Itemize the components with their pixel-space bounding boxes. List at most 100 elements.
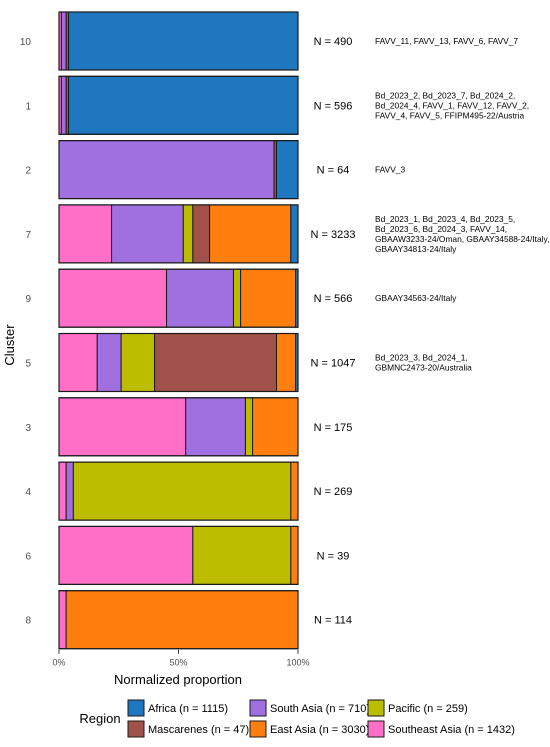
bar-segment-9-south-asia [166, 268, 234, 328]
legend-swatch [249, 699, 267, 717]
legend-label: South Asia (n = 710) [270, 703, 370, 715]
bar-segment-4-east-asia [290, 461, 299, 521]
bar-segment-7-pacific [182, 204, 194, 264]
bar-outline-9 [58, 268, 299, 328]
bar-outline-3 [58, 397, 299, 457]
n-label-9: N = 566 [314, 293, 353, 305]
bar-segment-7-mascarenes [192, 204, 211, 264]
bar-segment-2-africa [275, 140, 299, 200]
bar-outline-10 [58, 11, 299, 71]
legend-item-south-asia: South Asia (n = 710) [249, 699, 370, 717]
legend-item-africa: Africa (n = 1115) [127, 699, 228, 717]
cluster-label-7: 7 [25, 230, 31, 241]
legend-item-southeast-asia: Southeast Asia (n = 1432) [367, 720, 515, 738]
x-axis-title: Normalized proportion [114, 672, 242, 687]
legend-item-mascarenes: Mascarenes (n = 47) [127, 720, 249, 738]
bar-segment-5-southeast-asia [58, 333, 98, 392]
n-label-3: N = 175 [314, 422, 353, 434]
bar-segment-1-africa [68, 75, 299, 135]
bar-segment-5-mascarenes [154, 333, 277, 392]
annotation-9: GBAAY34563-24/Italy [375, 293, 457, 303]
bar-segment-4-south-asia [65, 461, 74, 521]
bar-outline-5 [58, 332, 299, 393]
bar-outline-7 [58, 204, 299, 264]
bar-segment-3-southeast-asia [58, 397, 187, 457]
legend-item-pacific: Pacific (n = 259) [367, 699, 468, 717]
bar-segment-9-southeast-asia [58, 268, 168, 328]
annotations-layer: FAVV_11, FAVV_13, FAVV_6, FAVV_7 Bd_2023_… [375, 36, 549, 373]
bar-outline-6 [58, 525, 299, 586]
legend-swatch [367, 720, 385, 738]
bar-segment-1-south-asia [60, 75, 67, 135]
bar-segment-6-east-asia [290, 525, 299, 585]
cluster-label-1: 1 [25, 101, 31, 112]
bar-segment-7-southeast-asia [58, 204, 113, 264]
cluster-label-9: 9 [25, 294, 31, 305]
x-tick-label: 0% [52, 658, 65, 668]
x-tick-label: 100% [286, 658, 309, 668]
legend: Africa (n = 1115) Mascarenes (n = 47) Sout… [127, 699, 515, 738]
bar-segment-4-pacific [72, 461, 292, 521]
annotation-10: FAVV_11, FAVV_13, FAVV_6, FAVV_7 [375, 36, 518, 46]
legend-item-east-asia: East Asia (n = 3030) [249, 720, 369, 738]
bar-segment-5-south-asia [96, 333, 122, 392]
bar-segment-7-east-asia [209, 204, 292, 264]
bar-outline-1 [58, 75, 299, 135]
cluster-label-10: 10 [20, 37, 32, 48]
n-label-8: N = 114 [314, 615, 352, 627]
annotation-1: Bd_2023_2, Bd_2023_7, Bd_2024_2, Bd_2024_… [375, 90, 529, 120]
x-axis-layer: 0% 50% 100% [52, 649, 310, 668]
bar-segment-9-pacific [232, 268, 242, 328]
n-label-7: N = 3233 [311, 229, 356, 241]
annotation-5: Bd_2023_3, Bd_2024_1, GBMNC2473-20/Austra… [375, 353, 472, 373]
legend-swatch [127, 699, 145, 717]
bar-segment-7-south-asia [111, 204, 184, 264]
cluster-label-3: 3 [25, 423, 31, 434]
legend-label: Africa (n = 1115) [148, 703, 228, 715]
cluster-label-5: 5 [25, 359, 31, 370]
bar-segment-8-east-asia [65, 590, 299, 650]
legend-swatch [249, 720, 267, 738]
cluster-labels-layer: 10 1 2 7 9 5 3 4 6 8 [20, 37, 32, 627]
n-labels-layer: N = 490 N = 596 N = 64 N = 3233 N = 566 N = 1… [311, 36, 356, 627]
n-label-2: N = 64 [317, 165, 350, 177]
bar-segment-4-southeast-asia [58, 461, 67, 521]
bar-segment-6-pacific [192, 525, 292, 585]
x-tick-label: 50% [169, 658, 187, 668]
bar-outline-8 [58, 590, 299, 650]
legend-label: East Asia (n = 3030) [270, 724, 369, 736]
n-label-10: N = 490 [314, 36, 353, 48]
legend-title: Region [79, 711, 120, 726]
annotation-2: FAVV_3 [375, 165, 405, 175]
cluster-label-8: 8 [25, 616, 31, 627]
bar-segment-10-africa [68, 11, 299, 71]
bar-segment-7-africa [290, 204, 299, 264]
cluster-label-6: 6 [25, 551, 31, 562]
bar-segment-5-pacific [120, 333, 156, 392]
n-label-1: N = 596 [314, 100, 353, 112]
legend-swatch [367, 699, 385, 717]
bar-segment-5-east-asia [275, 333, 297, 392]
n-label-4: N = 269 [314, 486, 353, 498]
bar-outline-4 [58, 461, 299, 521]
cluster-label-4: 4 [25, 487, 31, 498]
bar-segment-8-southeast-asia [58, 590, 67, 650]
bar-segment-3-south-asia [185, 397, 246, 457]
bar-segment-10-south-asia [60, 11, 67, 71]
n-label-5: N = 1047 [311, 358, 356, 370]
annotation-7: Bd_2023_1, Bd_2023_4, Bd_2023_5, Bd_2023_… [375, 214, 549, 254]
legend-swatch [127, 720, 145, 738]
legend-label: Mascarenes (n = 47) [148, 724, 249, 736]
bar-segment-2-south-asia [58, 140, 275, 200]
n-label-6: N = 39 [317, 550, 350, 562]
legend-label: Pacific (n = 259) [388, 703, 468, 715]
legend-label: Southeast Asia (n = 1432) [388, 724, 515, 736]
bar-segment-3-pacific [244, 397, 254, 457]
cluster-label-2: 2 [25, 166, 31, 177]
bar-segment-6-southeast-asia [58, 525, 194, 585]
y-axis-title: Cluster [2, 324, 17, 366]
bar-outline-2 [58, 140, 299, 200]
bar-segment-3-east-asia [252, 397, 299, 457]
